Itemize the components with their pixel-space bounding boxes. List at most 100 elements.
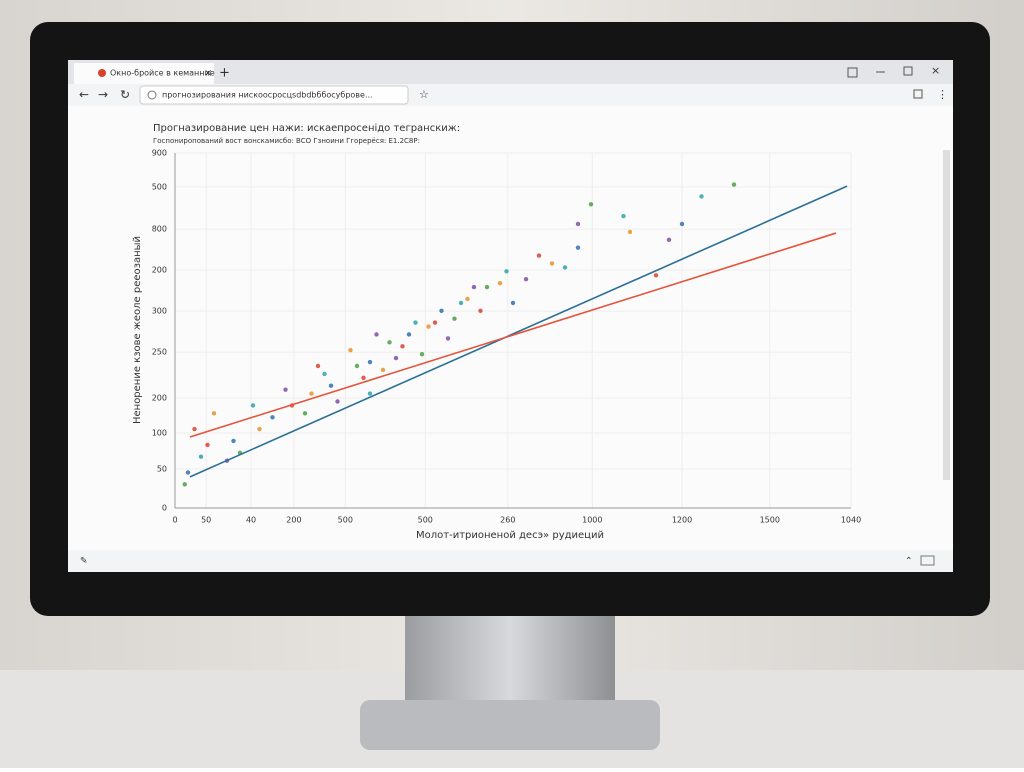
y-tick-label: 800 (152, 225, 167, 234)
tab-close[interactable]: × (204, 68, 212, 79)
x-tick-label: 500 (418, 516, 433, 525)
y-tick-label: 500 (152, 182, 167, 191)
x-tick-label: 0 (172, 516, 177, 525)
scatter-point (322, 371, 327, 377)
scatter-point (380, 367, 386, 373)
close-button[interactable]: × (931, 64, 940, 77)
scatter-point (270, 415, 275, 420)
scatter-point (393, 355, 399, 361)
scatter-point (387, 340, 392, 345)
scatter-point (458, 300, 464, 306)
tab-bar (68, 60, 953, 84)
x-tick-label: 260 (500, 516, 515, 525)
scatter-point (426, 324, 431, 329)
scatter-point (452, 316, 457, 321)
maximize-button[interactable] (903, 66, 913, 76)
scatter-point (666, 237, 672, 242)
scatter-point (198, 454, 204, 459)
y-tick-label: 0 (162, 504, 167, 513)
address-bar[interactable] (139, 85, 409, 105)
extension-icon[interactable] (913, 89, 923, 99)
y-tick-label: 250 (152, 348, 167, 357)
x-tick-label: 500 (338, 516, 353, 525)
y-tick-label: 900 (152, 149, 167, 158)
scatter-point (367, 391, 373, 396)
scatter-point (504, 269, 509, 274)
scatter-point (484, 284, 490, 290)
scatter-point (432, 320, 438, 325)
scatter-point (185, 470, 191, 475)
x-tick-label: 200 (286, 516, 301, 525)
bookmark-star[interactable]: ☆ (419, 88, 429, 101)
scatter-point (575, 245, 581, 250)
x-tick-label: 40 (246, 516, 256, 525)
reload-button[interactable]: ↻ (120, 88, 130, 102)
scatter-point (257, 426, 262, 432)
x-tick-label: 1040 (841, 516, 861, 525)
x-tick-label: 50 (201, 516, 211, 525)
scrollbar[interactable] (943, 150, 950, 480)
x-tick-label: 1500 (760, 516, 780, 525)
scatter-point (335, 399, 340, 404)
scatter-point (679, 221, 685, 227)
scatter-point (510, 300, 516, 306)
trend-line (189, 185, 848, 478)
scatter-point (302, 411, 308, 416)
scatter-point (182, 482, 187, 487)
scatter-point (315, 363, 321, 369)
chart-subtitle: Госпониропований вост вонскамисбо: BCO Г… (153, 137, 420, 145)
y-tick-label: 100 (152, 429, 167, 438)
y-tick-label: 200 (152, 393, 167, 402)
scatter-point (211, 411, 217, 416)
minimize-icon[interactable] (847, 67, 858, 78)
monitor-stand (405, 612, 615, 712)
scatter-point (309, 391, 314, 396)
scatter-point (627, 229, 633, 235)
scatter-point (478, 308, 483, 313)
scatter-point (653, 273, 659, 278)
x-tick-label: 1000 (582, 516, 602, 525)
scatter-point (731, 182, 737, 187)
scatter-point (497, 280, 503, 286)
scatter-point (523, 277, 529, 282)
scatter-point (575, 221, 581, 227)
status-box[interactable] (920, 555, 935, 566)
scatter-point (621, 213, 626, 219)
tab-title[interactable]: Окно-бройсе в кеманние (110, 69, 215, 78)
status-bar (68, 550, 953, 572)
scatter-point (419, 351, 425, 357)
url[interactable]: прогнозирования нискоосросцsdbdbббосубро… (162, 91, 373, 100)
new-tab[interactable]: + (219, 66, 230, 81)
status-icon: ✎ (80, 557, 88, 567)
monitor-base (360, 700, 660, 750)
tab[interactable] (74, 63, 214, 84)
y-tick-label: 300 (152, 307, 167, 316)
trend-line (189, 232, 837, 438)
scatter-point (367, 359, 373, 365)
scatter-point (205, 442, 210, 448)
menu-button[interactable]: ⋮ (937, 88, 948, 101)
scatter-point (549, 261, 555, 266)
scatter-point (361, 375, 366, 381)
collapse-button[interactable]: ⌃ (905, 557, 913, 567)
back-button[interactable]: ← (79, 88, 89, 102)
tab-icon (98, 69, 106, 77)
forward-button[interactable]: → (98, 88, 108, 102)
scatter-point (471, 284, 477, 290)
x-axis-label: Молот-итрионеной десэ» рудиеций (416, 530, 604, 541)
scatter-point (328, 383, 334, 388)
chart-title: Прогназирование цен нажи: искаепросенідо… (153, 122, 460, 134)
scatter-point (250, 403, 256, 408)
scatter-point (231, 438, 236, 444)
scatter-point (588, 202, 594, 207)
y-tick-label: 200 (152, 266, 167, 275)
scatter-point (400, 344, 405, 349)
scatter-point (283, 387, 288, 392)
scatter-point (562, 265, 568, 270)
scatter-point (374, 332, 379, 337)
scatter-point (406, 332, 412, 337)
scatter-point (465, 296, 470, 302)
scatter-point (439, 308, 444, 313)
scatter-point (192, 426, 197, 432)
